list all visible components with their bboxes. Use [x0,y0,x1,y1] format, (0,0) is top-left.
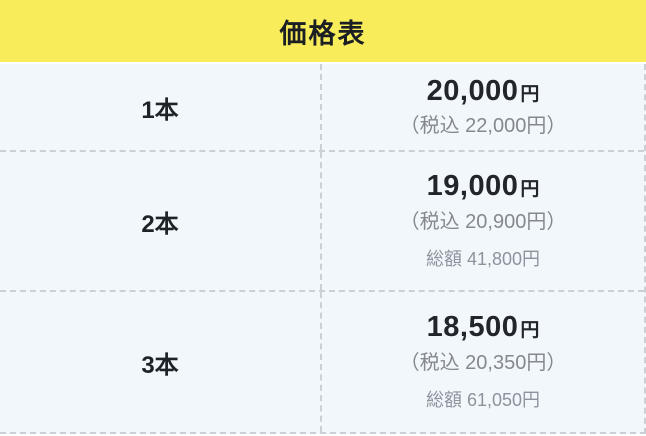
price-value: 19,000 [426,170,519,203]
price-cell: 18,500 円 （税込 20,350円） 総額 61,050円 [320,292,644,432]
quantity-cell: 1本 [0,64,320,150]
price-cell: 19,000 円 （税込 20,900円） 総額 41,800円 [320,152,644,290]
price-unit: 円 [520,320,540,342]
price-table-body: 1本 20,000 円 （税込 22,000円） 2本 19,000 円 （税込 2… [0,64,646,434]
price-line: 20,000 円 [427,76,540,106]
total-line: 総額 61,050円 [425,389,541,410]
quantity-cell: 3本 [0,292,320,432]
price-value: 20,000 [426,74,519,107]
price-value: 18,500 [426,311,519,344]
total-line: 総額 41,800円 [425,248,541,269]
quantity-label: 1本 [141,96,179,124]
page-title: 価格表 [279,18,367,49]
tax-included-line: （税込 20,900円） [399,210,567,233]
tax-included-line: （税込 22,000円） [399,115,567,138]
price-line: 18,500 円 [427,312,540,342]
price-cell: 20,000 円 （税込 22,000円） [320,64,644,150]
quantity-label: 2本 [141,210,179,238]
price-unit: 円 [520,83,540,105]
table-row: 1本 20,000 円 （税込 22,000円） [0,64,644,150]
price-line: 19,000 円 [427,171,540,201]
quantity-label: 3本 [141,351,179,379]
table-row: 2本 19,000 円 （税込 20,900円） 総額 41,800円 [0,150,644,290]
tax-included-line: （税込 20,350円） [399,351,567,374]
table-row: 3本 18,500 円 （税込 20,350円） 総額 61,050円 [0,290,644,432]
quantity-cell: 2本 [0,152,320,290]
price-unit: 円 [520,179,540,201]
price-table-header: 価格表 [0,0,646,62]
